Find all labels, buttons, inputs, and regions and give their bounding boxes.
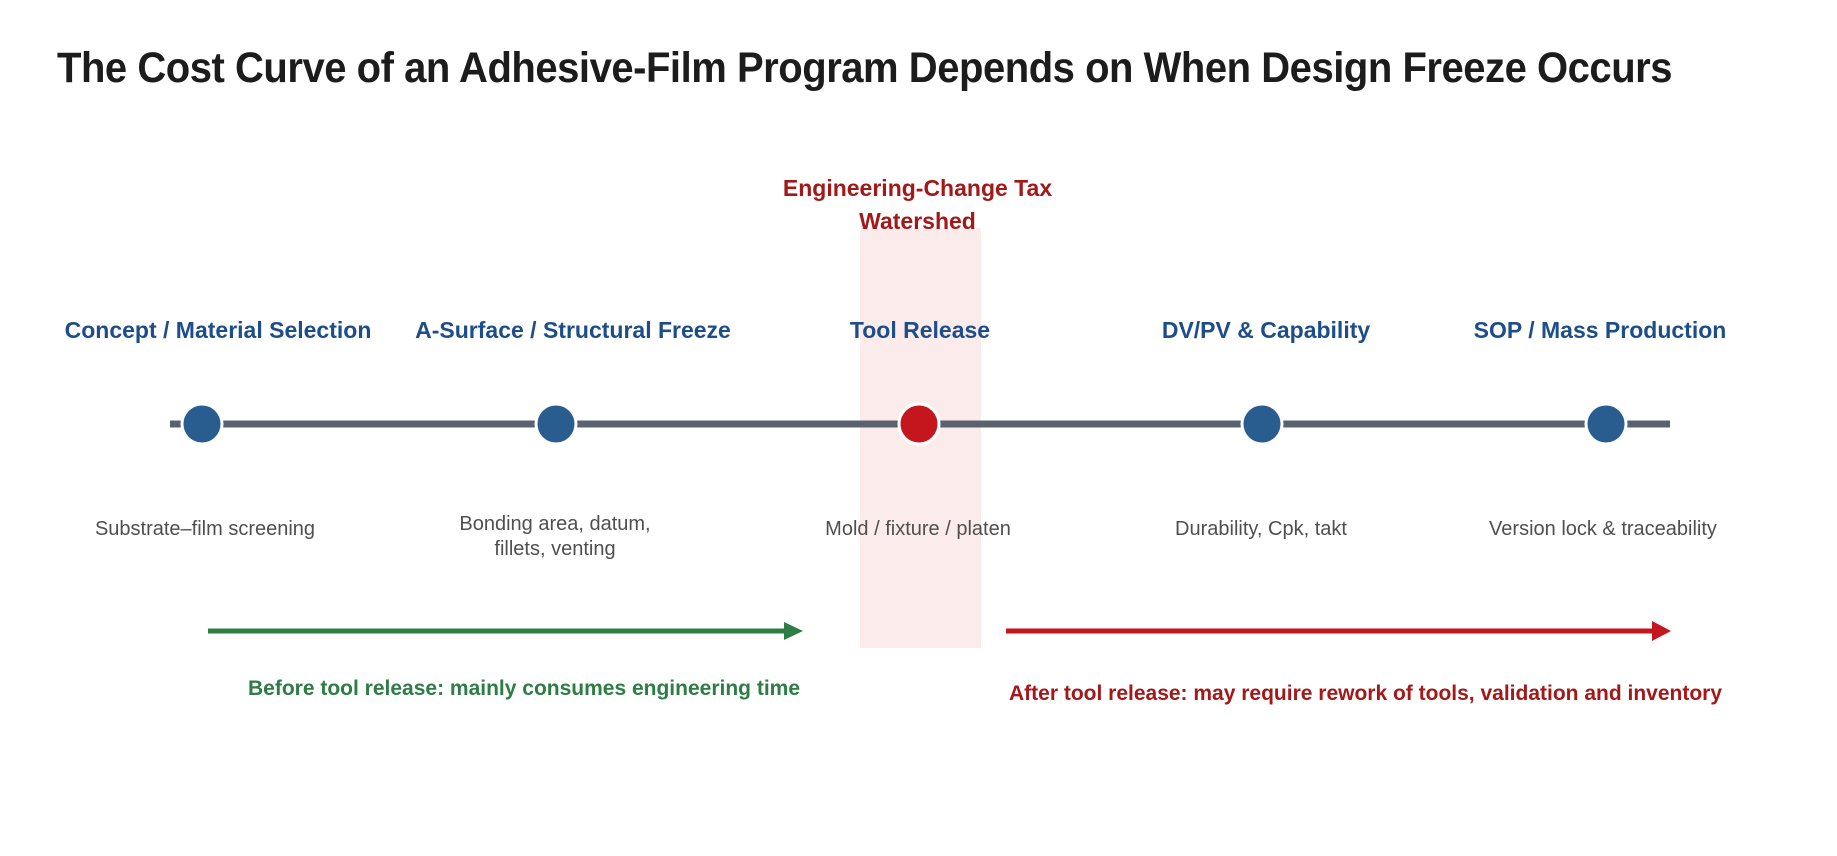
watershed-label: Engineering-Change Tax Watershed (760, 172, 1075, 238)
after-arrow-head (1652, 621, 1671, 641)
stage-desc-sop-line1: Version lock & traceability (1489, 518, 1717, 540)
stage-node-dvpv (1240, 402, 1284, 446)
stage-desc-structural-freeze: Bonding area, datum, fillets, venting (395, 512, 715, 562)
stage-desc-concept-line1: Substrate–film screening (94, 518, 316, 540)
stage-desc-structural-freeze-line1: Bonding area, datum, (459, 513, 651, 535)
watershed-label-line1: Engineering-Change Tax (782, 175, 1053, 201)
stage-desc-sop: Version lock & traceability (1443, 517, 1763, 542)
stage-node-structural-freeze (534, 402, 578, 446)
stage-desc-tool-release: Mold / fixture / platen (758, 517, 1078, 542)
stage-title-structural-freeze: A-Surface / Structural Freeze (415, 317, 731, 343)
page-title: The Cost Curve of an Adhesive-Film Progr… (57, 44, 1673, 92)
after-tool-release-caption: After tool release: may require rework o… (1009, 682, 1723, 705)
before-arrow-head (784, 622, 803, 640)
stage-title-tool-release: Tool Release (849, 317, 991, 343)
stage-desc-dvpv-line1: Durability, Cpk, takt (1175, 518, 1347, 540)
stage-node-sop (1584, 402, 1628, 446)
stage-desc-concept: Substrate–film screening (45, 517, 365, 542)
stage-title-dvpv: DV/PV & Capability (1161, 317, 1371, 343)
before-tool-release-caption: Before tool release: mainly consumes eng… (248, 677, 800, 700)
watershed-label-line2: Watershed (859, 208, 976, 234)
stage-desc-tool-release-line1: Mold / fixture / platen (825, 518, 1011, 540)
stage-node-tool-release (897, 402, 941, 446)
stage-desc-structural-freeze-line2: fillets, venting (494, 538, 616, 560)
stage-title-concept: Concept / Material Selection (64, 317, 372, 343)
stage-desc-dvpv: Durability, Cpk, takt (1101, 517, 1421, 542)
stage-node-concept (180, 402, 224, 446)
stage-title-sop: SOP / Mass Production (1473, 317, 1727, 343)
